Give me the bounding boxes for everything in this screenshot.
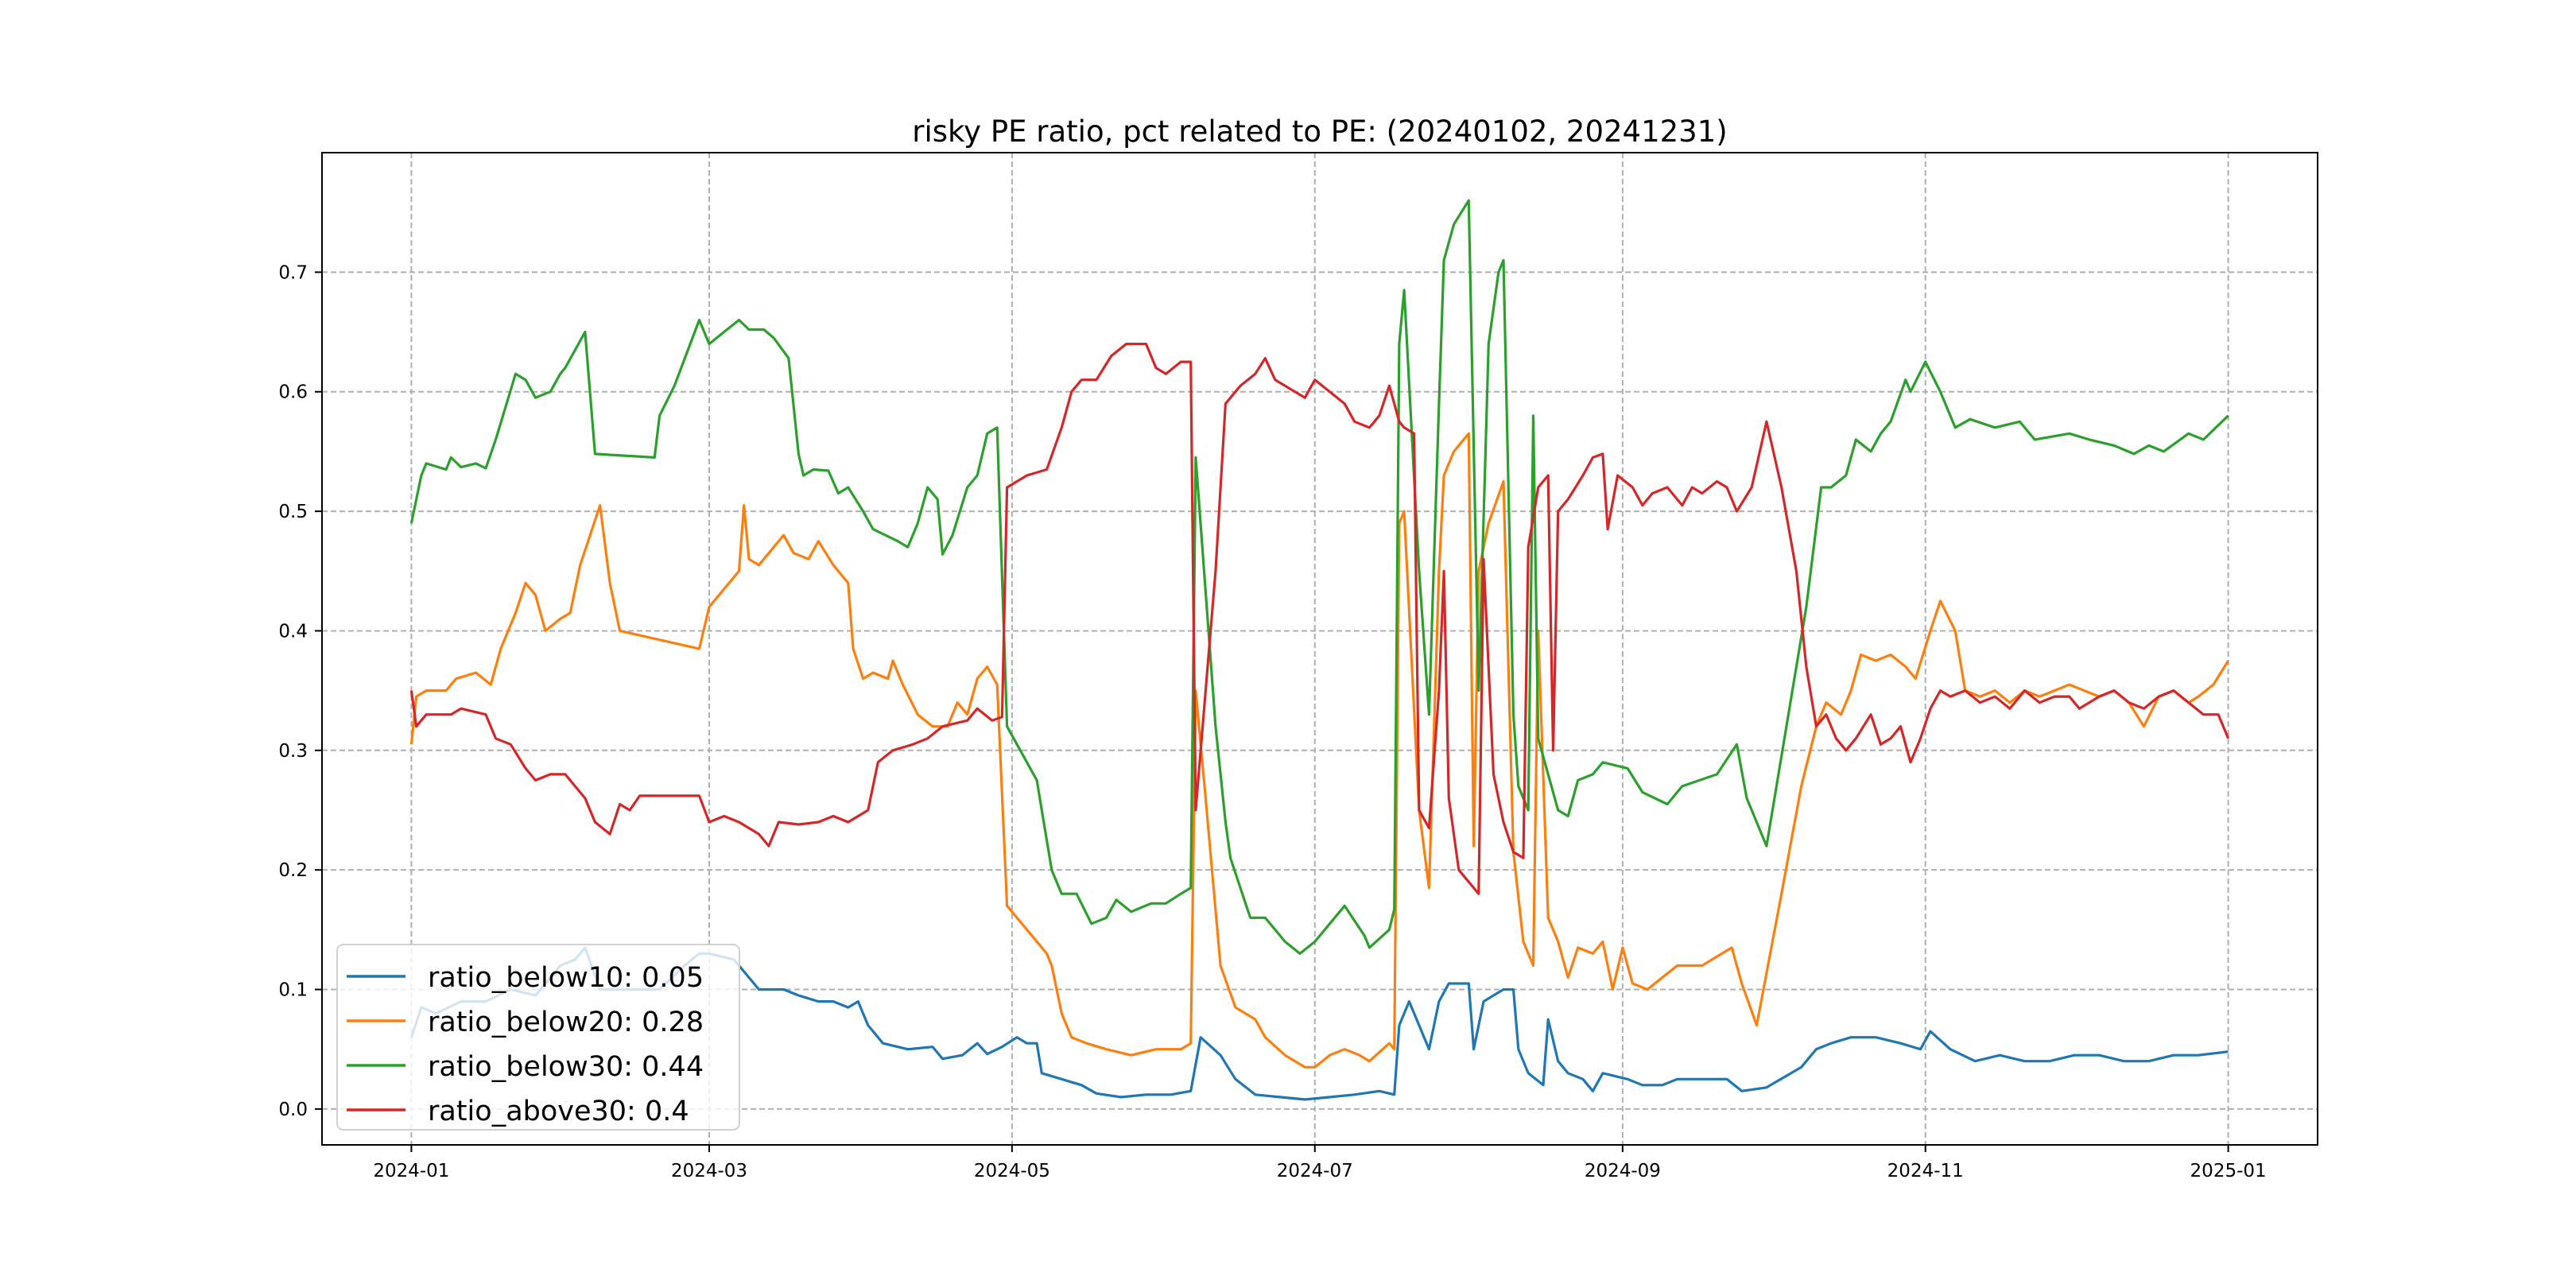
series-line-ratio-below10 — [409, 946, 2229, 1101]
series-line-ratio-below30 — [409, 199, 2229, 955]
y-tick-label: 0.2 — [278, 860, 308, 881]
y-tick-label: 0.4 — [278, 621, 308, 642]
chart-title: risky PE ratio, pct related to PE: (2024… — [912, 114, 1727, 149]
x-tick-label: 2024-03 — [671, 1161, 747, 1181]
plot-frame — [321, 152, 2318, 1146]
legend-label: ratio_below20: 0.28 — [428, 1007, 704, 1038]
y-tick-label: 0.7 — [278, 262, 308, 283]
series-lines — [409, 199, 2230, 1101]
x-tick-label: 2024-09 — [1585, 1161, 1661, 1181]
legend-label: ratio_below30: 0.44 — [428, 1051, 704, 1083]
x-tick-label: 2024-01 — [373, 1161, 449, 1181]
axes: 2024-01 2024-03 2024-05 2024-07 2024-09 2024-… — [278, 152, 2318, 1181]
legend-box — [336, 944, 740, 1131]
y-tick-label: 0.5 — [278, 502, 308, 522]
legend: ratio_below10: 0.05 ratio_below20: 0.28 ra… — [336, 944, 740, 1131]
x-tick-label: 2024-07 — [1277, 1161, 1353, 1181]
y-tick-label: 0.0 — [278, 1100, 308, 1120]
y-tick-label: 0.1 — [278, 980, 308, 1001]
series-line-ratio-above30 — [409, 343, 2230, 895]
x-tick-label: 2024-11 — [1887, 1161, 1964, 1181]
x-tick-label: 2025-01 — [2190, 1161, 2267, 1181]
grid — [322, 153, 2318, 1145]
y-tick-label: 0.3 — [278, 741, 308, 762]
y-tick-label: 0.6 — [278, 382, 308, 403]
x-tick-label: 2024-05 — [974, 1161, 1050, 1181]
legend-label: ratio_below10: 0.05 — [428, 962, 704, 994]
legend-label: ratio_above30: 0.4 — [428, 1096, 689, 1127]
series-line-ratio-below20 — [409, 432, 2229, 1069]
